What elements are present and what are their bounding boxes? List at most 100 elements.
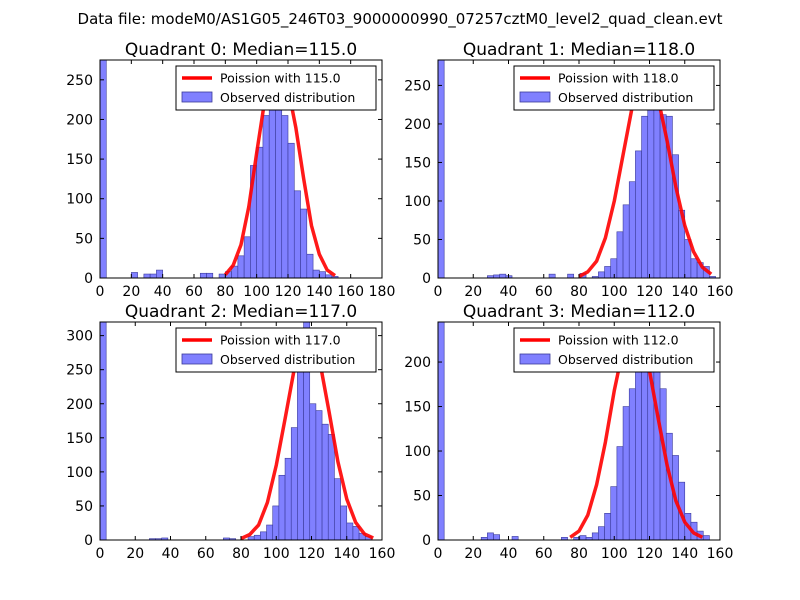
legend-box (175, 327, 377, 373)
chart-panel-3: 0 20 40 60 80 100 120 140 160 0 50 100 150 200 Quadran… (404, 302, 733, 562)
x-tick-label: 40 (500, 284, 518, 300)
x-tick-label: 0 (96, 284, 105, 300)
histogram-bar (306, 253, 314, 278)
x-tick-label: 160 (707, 546, 734, 562)
y-tick-label: 200 (66, 397, 93, 413)
y-tick-label: 200 (404, 117, 431, 133)
x-tick-label: 180 (369, 284, 396, 300)
histogram-bar (340, 505, 348, 540)
x-tick-label: 160 (707, 284, 734, 300)
axes-frame (99, 59, 383, 279)
histogram-bar (229, 538, 237, 540)
x-tick-label: 0 (434, 546, 443, 562)
x-tick-label: 0 (96, 546, 105, 562)
histogram-bar (635, 370, 642, 540)
y-tick-label: 150 (404, 400, 431, 416)
histogram-bar (616, 231, 624, 278)
histogram-bars (100, 322, 372, 540)
y-tick-label: 250 (66, 363, 93, 379)
x-tick-label: 0 (434, 284, 443, 300)
x-tick-label: 80 (570, 546, 588, 562)
y-tick-label: 50 (413, 232, 431, 248)
x-tick-label: 120 (275, 284, 302, 300)
y-tick-label: 0 (422, 533, 431, 549)
histogram-bar (641, 115, 649, 278)
histogram-bars (100, 60, 339, 278)
histogram-bar (100, 60, 107, 278)
y-tick-label: 300 (66, 329, 93, 345)
histogram-bar (561, 537, 568, 540)
histogram-bar (327, 434, 335, 540)
y-tick-label: 50 (413, 489, 431, 505)
histogram-bar (253, 534, 261, 540)
x-tick-label: 140 (671, 546, 698, 562)
legend-box (513, 65, 715, 111)
x-tick-label: 100 (601, 546, 628, 562)
histogram-bar (143, 273, 151, 278)
legend-label-poisson: Poission with 112.0 (558, 333, 679, 348)
legend-label-observed: Observed distribution (558, 90, 693, 105)
histogram-bar (653, 348, 661, 540)
x-tick-label: 20 (464, 284, 482, 300)
histogram-bars (438, 60, 716, 278)
histogram-bar (284, 457, 292, 540)
x-tick-label: 60 (197, 546, 215, 562)
histogram-bar (438, 322, 445, 540)
histogram-bar (346, 522, 354, 540)
histogram-bar (604, 513, 612, 540)
legend-label-observed: Observed distribution (220, 90, 355, 105)
y-tick-label: 100 (404, 194, 431, 210)
x-tick-label: 40 (154, 284, 172, 300)
x-tick-label: 120 (298, 546, 325, 562)
histogram-bar (548, 273, 556, 278)
histogram-bar (256, 146, 264, 278)
chart-panel-1: 0 20 40 60 80 100 120 140 160 0 50 100 150 200 250 Quad… (404, 40, 733, 300)
histogram-bar (653, 92, 661, 278)
histogram-bar (262, 115, 270, 278)
legend-label-poisson: Poission with 115.0 (220, 71, 341, 86)
histogram-bar (315, 410, 323, 540)
legend-label-poisson: Poission with 117.0 (220, 333, 341, 348)
y-tick-label: 0 (422, 271, 431, 287)
histogram-bar (293, 190, 301, 278)
histogram-bar (334, 478, 341, 540)
histogram-bar (690, 258, 698, 278)
histogram-bar (281, 115, 289, 278)
chart-title: Quadrant 0: Median=115.0 (125, 40, 357, 60)
legend-patch-swatch (181, 91, 213, 103)
legend-patch-swatch (519, 353, 551, 365)
x-tick-label: 20 (464, 546, 482, 562)
histogram-bar (598, 271, 605, 278)
x-tick-label: 40 (162, 546, 180, 562)
y-tick-label: 150 (404, 155, 431, 171)
x-tick-label: 100 (263, 546, 290, 562)
histogram-bar (511, 536, 519, 540)
chart-title: Quadrant 3: Median=112.0 (463, 302, 695, 322)
chart-panel-2: 0 20 40 60 80 100 120 140 160 0 50 100 150 200 250 300 Q… (66, 302, 395, 562)
legend-box (175, 65, 377, 111)
x-tick-label: 160 (337, 284, 364, 300)
histogram-bar (272, 505, 280, 540)
histogram-bar (268, 95, 276, 278)
y-tick-label: 200 (404, 355, 431, 371)
histogram-bar (199, 272, 207, 278)
histogram-bar (131, 272, 138, 278)
x-tick-label: 40 (500, 546, 518, 562)
y-tick-label: 150 (66, 431, 93, 447)
x-tick-label: 20 (126, 546, 144, 562)
y-tick-label: 0 (84, 533, 93, 549)
legend-box (513, 327, 715, 373)
histogram-bar (287, 142, 295, 278)
histogram-bar (290, 427, 298, 540)
histogram-bar (149, 273, 157, 278)
x-tick-label: 100 (243, 284, 270, 300)
histogram-bar (499, 273, 507, 278)
legend: Poission with 118.0 Observed distribution (513, 65, 715, 111)
legend-label-observed: Observed distribution (558, 352, 693, 367)
y-tick-label: 100 (66, 465, 93, 481)
legend: Poission with 112.0 Observed distribution (513, 327, 715, 373)
y-tick-label: 50 (75, 499, 93, 515)
chart-panel-0: 0 20 40 60 80 100 120 140 160 180 0 50 100 150 200 250 Q… (66, 40, 395, 300)
x-tick-label: 80 (570, 284, 588, 300)
